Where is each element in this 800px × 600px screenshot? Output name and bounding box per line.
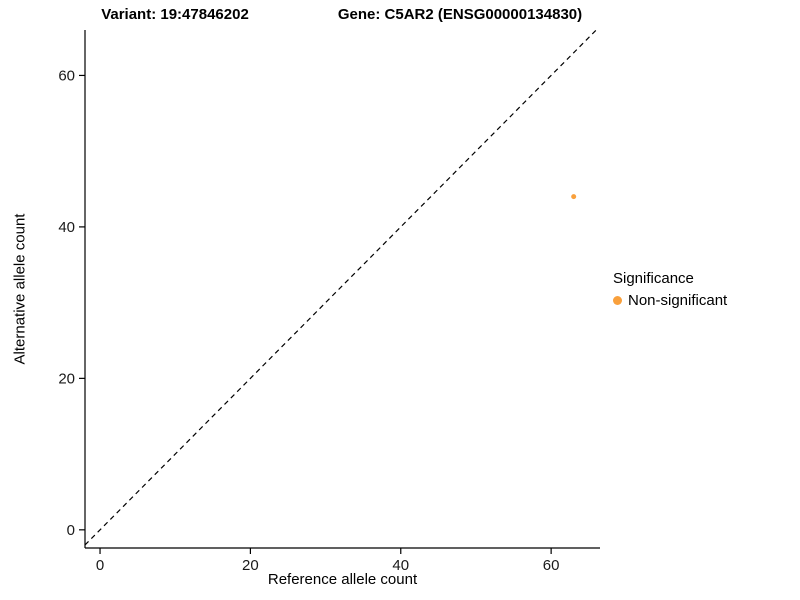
y-axis-label: Alternative allele count — [11, 213, 29, 365]
legend-dot-icon — [613, 296, 622, 305]
data-point — [571, 194, 577, 200]
x-tick-label: 20 — [242, 557, 259, 574]
legend-item-label: Non-significant — [628, 292, 728, 309]
y-tick-label: 40 — [58, 219, 75, 236]
plot-title-gene: Gene: C5AR2 (ENSG00000134830) — [337, 6, 583, 23]
legend-item-non-significant: Non-significant — [613, 292, 727, 309]
legend: Significance Non-significant — [613, 270, 727, 309]
y-tick-label: 0 — [67, 522, 75, 539]
x-tick-label: 0 — [96, 557, 104, 574]
x-axis-label: Reference allele count — [267, 571, 418, 588]
plot-title-variant: Variant: 19:47846202 — [101, 6, 249, 23]
y-tick-label: 20 — [58, 370, 75, 387]
y-tick-label: 60 — [58, 67, 75, 84]
x-tick-label: 60 — [543, 557, 560, 574]
identity-reference-line — [84, 29, 597, 546]
x-tick-label: 40 — [392, 557, 409, 574]
legend-title: Significance — [613, 270, 694, 287]
